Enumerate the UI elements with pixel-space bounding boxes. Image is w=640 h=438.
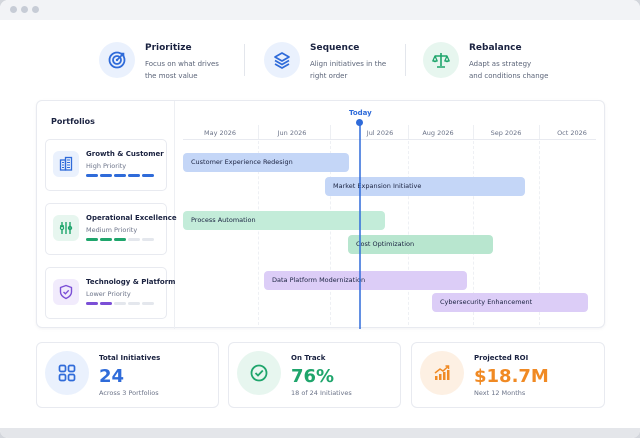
grid-line bbox=[539, 141, 540, 325]
stat-subtext: 18 of 24 Initiatives bbox=[291, 389, 352, 397]
feature-description: Align initiatives in the right order bbox=[310, 60, 387, 80]
feature-description: Adapt as strategy and conditions change bbox=[469, 60, 549, 80]
layers-icon bbox=[264, 42, 300, 78]
stat-projected-roi: Projected ROI $18.7M Next 12 Months bbox=[411, 342, 605, 408]
portfolio-sidebar: Portfolios Growth & Customer High Priori… bbox=[37, 101, 177, 329]
grid-line bbox=[408, 141, 409, 325]
initiative-bar[interactable]: Cost Optimization bbox=[348, 235, 493, 254]
window-dot-icon[interactable] bbox=[10, 6, 17, 13]
stat-value: $18.7M bbox=[474, 366, 549, 387]
stat-subtext: Next 12 Months bbox=[474, 389, 526, 397]
feature-divider bbox=[244, 44, 245, 76]
timeline-axis bbox=[183, 139, 596, 140]
grid-line bbox=[473, 141, 474, 325]
today-label: Today bbox=[349, 109, 372, 117]
grid-icon bbox=[45, 351, 89, 395]
initiative-bar[interactable]: Cybersecurity Enhancement bbox=[432, 293, 588, 312]
stat-label: Projected ROI bbox=[474, 354, 529, 362]
initiative-bar[interactable]: Data Platform Modernization bbox=[264, 271, 467, 290]
feature-rebalance: Rebalance Adapt as strategy and condition… bbox=[423, 40, 573, 84]
window-bottom-bar bbox=[0, 428, 640, 438]
portfolio-name: Technology & Platform bbox=[86, 278, 176, 286]
feature-title: Prioritize bbox=[145, 43, 192, 53]
portfolio-name: Growth & Customer bbox=[86, 150, 164, 158]
chip-icon bbox=[53, 215, 79, 241]
portfolio-card-technology[interactable]: Technology & Platform Lower Priority bbox=[45, 267, 175, 319]
feature-divider bbox=[405, 44, 406, 76]
month-divider bbox=[539, 125, 540, 139]
grid-line bbox=[258, 141, 259, 325]
today-line bbox=[359, 123, 361, 329]
initiative-bar[interactable]: Customer Experience Redesign bbox=[183, 153, 349, 172]
scale-icon bbox=[423, 42, 459, 78]
stat-subtext: Across 3 Portfolios bbox=[99, 389, 159, 397]
month-label: Jun 2026 bbox=[277, 129, 307, 137]
feature-prioritize: Prioritize Focus on what drives the most … bbox=[99, 40, 249, 84]
month-divider bbox=[473, 125, 474, 139]
feature-title: Sequence bbox=[310, 43, 360, 53]
month-label: May 2026 bbox=[203, 129, 237, 137]
window-titlebar bbox=[0, 0, 640, 20]
stat-on-track: On Track 76% 18 of 24 Initiatives bbox=[228, 342, 401, 408]
today-marker-icon bbox=[356, 119, 363, 126]
portfolio-priority: High Priority bbox=[86, 162, 127, 170]
priority-meter bbox=[86, 238, 154, 241]
month-label: Oct 2026 bbox=[557, 129, 587, 137]
window-dot-icon[interactable] bbox=[21, 6, 28, 13]
growth-chart-icon bbox=[420, 351, 464, 395]
stat-value: 24 bbox=[99, 366, 125, 387]
initiative-bar[interactable]: Process Automation bbox=[183, 211, 385, 230]
stat-value: 76% bbox=[291, 366, 335, 387]
roadmap-card: Portfolios Growth & Customer High Priori… bbox=[36, 100, 605, 329]
initiative-bar[interactable]: Market Expansion Initiative bbox=[325, 177, 525, 196]
feature-sequence: Sequence Align initiatives in the right o… bbox=[264, 40, 414, 84]
portfolio-priority: Medium Priority bbox=[86, 226, 138, 234]
month-divider bbox=[258, 125, 259, 139]
shield-check-icon bbox=[53, 279, 79, 305]
stat-total-initiatives: Total Initiatives 24 Across 3 Portfolios bbox=[36, 342, 219, 408]
feature-description: Focus on what drives the most value bbox=[145, 60, 219, 80]
month-label: Aug 2026 bbox=[422, 129, 454, 137]
check-circle-icon bbox=[237, 351, 281, 395]
stat-label: On Track bbox=[291, 354, 326, 362]
priority-meter bbox=[86, 174, 154, 177]
feature-title: Rebalance bbox=[469, 43, 522, 53]
portfolio-card-growth[interactable]: Growth & Customer High Priority bbox=[45, 139, 167, 191]
month-label: Jul 2026 bbox=[366, 129, 394, 137]
portfolio-priority: Lower Priority bbox=[86, 290, 131, 298]
priority-meter bbox=[86, 302, 154, 305]
month-label: Sep 2026 bbox=[490, 129, 522, 137]
window-dot-icon[interactable] bbox=[32, 6, 39, 13]
portfolio-name: Operational Excellence bbox=[86, 214, 177, 222]
building-icon bbox=[53, 151, 79, 177]
grid-line bbox=[330, 141, 331, 325]
sidebar-title: Portfolios bbox=[51, 117, 95, 126]
month-divider bbox=[408, 125, 409, 139]
stat-label: Total Initiatives bbox=[99, 354, 161, 362]
target-icon bbox=[99, 42, 135, 78]
month-divider bbox=[330, 125, 331, 139]
portfolio-card-operational[interactable]: Operational Excellence Medium Priority bbox=[45, 203, 177, 255]
